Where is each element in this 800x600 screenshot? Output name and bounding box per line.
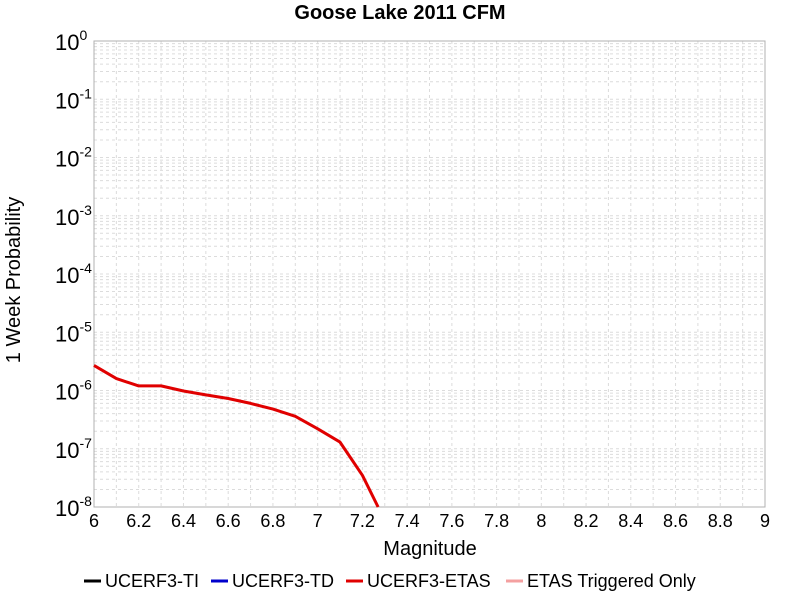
x-tick-label: 8.2 (574, 511, 599, 531)
x-tick-label: 6 (89, 511, 99, 531)
plot-frame (93, 40, 766, 508)
y-tick-label: 10-1 (55, 85, 92, 113)
y-tick-label: 10-2 (55, 144, 92, 172)
x-tick-label: 7.6 (439, 511, 464, 531)
x-tick-label: 9 (760, 511, 770, 531)
x-tick-label: 8.8 (708, 511, 733, 531)
y-tick-label: 100 (55, 27, 87, 55)
legend-label-3: ETAS Triggered Only (527, 571, 696, 591)
y-tick-label: 10-8 (55, 493, 92, 521)
legend-label-2: UCERF3-ETAS (367, 571, 491, 591)
x-axis-label: Magnitude (383, 538, 476, 560)
y-tick-label: 10-4 (55, 260, 92, 288)
x-tick-label: 6.2 (126, 511, 151, 531)
x-tick-label: 7.8 (484, 511, 509, 531)
x-tick-label: 8.4 (618, 511, 643, 531)
y-tick-label: 10-6 (55, 377, 92, 405)
chart-title: Goose Lake 2011 CFM (294, 2, 505, 24)
x-tick-label: 8 (536, 511, 546, 531)
y-tick-label: 10-5 (55, 318, 92, 346)
x-tick-labels: 6 6.2 6.4 6.6 6.8 7 7.2 7.4 7.6 7.8 8 8.2 8.4 8.6 8.8 9 (89, 511, 770, 531)
legend: UCERF3-TI UCERF3-TD UCERF3-ETAS ETAS Trigge… (84, 571, 696, 591)
y-axis-label: 1 Week Probability (3, 197, 25, 363)
x-tick-label: 7.2 (350, 511, 375, 531)
y-tick-label: 10-3 (55, 202, 92, 230)
x-tick-label: 6.4 (171, 511, 196, 531)
x-tick-label: 7.4 (395, 511, 420, 531)
series-line-2 (93, 364, 380, 508)
x-tick-label: 7 (313, 511, 323, 531)
series-group (93, 364, 380, 508)
legend-label-1: UCERF3-TD (232, 571, 334, 591)
grid (93, 41, 766, 508)
x-tick-label: 6.6 (216, 511, 241, 531)
y-tick-label: 10-7 (55, 435, 92, 463)
legend-label-0: UCERF3-TI (105, 571, 199, 591)
x-tick-label: 6.8 (260, 511, 285, 531)
x-tick-label: 8.6 (663, 511, 688, 531)
y-tick-labels: 100 10-1 10-2 10-3 10-4 10-5 10-6 10-7 10-8 (55, 27, 92, 521)
